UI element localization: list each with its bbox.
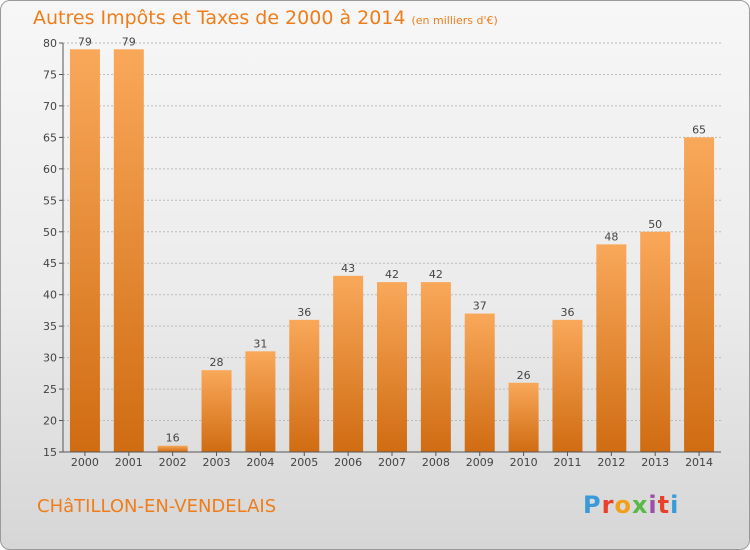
y-tick-label: 30 bbox=[43, 352, 57, 365]
data-label-2002: 16 bbox=[166, 432, 180, 445]
y-tick-label: 60 bbox=[43, 163, 57, 176]
bar-2009 bbox=[464, 313, 495, 452]
chart-subtitle: (en milliers d'€) bbox=[411, 14, 498, 27]
logo-letter: r bbox=[601, 491, 615, 519]
data-label-2008: 42 bbox=[429, 268, 443, 281]
x-tick-label-2011: 2011 bbox=[553, 456, 581, 469]
logo-letter: i bbox=[670, 491, 680, 519]
bar-2011 bbox=[552, 319, 583, 452]
bar-2007 bbox=[377, 282, 407, 452]
data-label-2003: 28 bbox=[210, 356, 224, 369]
bar-2010 bbox=[508, 382, 539, 452]
y-tick-label: 70 bbox=[43, 100, 57, 113]
y-tick-label: 35 bbox=[43, 320, 57, 333]
y-tick-label: 80 bbox=[43, 37, 57, 50]
y-tick-label: 55 bbox=[43, 194, 57, 207]
data-label-2013: 50 bbox=[648, 218, 662, 231]
x-tick-label-2002: 2002 bbox=[159, 456, 187, 469]
x-tick-label-2005: 2005 bbox=[290, 456, 318, 469]
x-tick-label-2004: 2004 bbox=[246, 456, 274, 469]
data-label-2011: 36 bbox=[560, 306, 574, 319]
x-tick-label-2001: 2001 bbox=[115, 456, 143, 469]
logo-letter: P bbox=[583, 491, 602, 519]
y-tick-label: 20 bbox=[43, 415, 57, 428]
data-label-2000: 79 bbox=[78, 35, 92, 48]
x-tick-label-2010: 2010 bbox=[510, 456, 538, 469]
x-tick-label-2012: 2012 bbox=[597, 456, 625, 469]
y-tick-label: 65 bbox=[43, 131, 57, 144]
bar-2003 bbox=[201, 370, 232, 452]
chart-title: Autres Impôts et Taxes de 2000 à 2014 (en… bbox=[33, 7, 498, 29]
data-label-2010: 26 bbox=[517, 369, 531, 382]
proxiti-logo: Proxiti bbox=[583, 491, 679, 519]
logo-letter: t bbox=[657, 491, 671, 519]
data-label-2009: 37 bbox=[473, 300, 487, 313]
data-label-2005: 36 bbox=[297, 306, 311, 319]
x-tick-label-2000: 2000 bbox=[71, 456, 99, 469]
data-label-2004: 31 bbox=[253, 337, 267, 350]
x-tick-label-2003: 2003 bbox=[203, 456, 231, 469]
commune-name: CHâTILLON-EN-VENDELAIS bbox=[37, 496, 277, 517]
bar-2001 bbox=[113, 49, 144, 453]
bar-2005 bbox=[289, 319, 320, 452]
data-label-2001: 79 bbox=[122, 35, 136, 48]
data-label-2006: 43 bbox=[341, 262, 355, 275]
y-tick-label: 15 bbox=[43, 446, 57, 459]
x-tick-label-2013: 2013 bbox=[641, 456, 669, 469]
x-tick-label-2008: 2008 bbox=[422, 456, 450, 469]
bar-2000 bbox=[69, 49, 100, 453]
bar-2013 bbox=[640, 231, 671, 452]
logo-letter: o bbox=[614, 491, 632, 519]
y-tick-label: 75 bbox=[43, 68, 57, 81]
data-labels: 79 79 16 28 31 36 43 42 42 37 26 36 48 50 65 bbox=[78, 35, 706, 444]
data-label-2012: 48 bbox=[604, 230, 618, 243]
x-tick-label-2007: 2007 bbox=[378, 456, 406, 469]
y-tick-label: 50 bbox=[43, 226, 57, 239]
bar-2004 bbox=[245, 351, 276, 452]
bar-2002 bbox=[157, 445, 188, 452]
data-label-2014: 65 bbox=[692, 123, 706, 136]
y-tick-label: 40 bbox=[43, 289, 57, 302]
data-label-2007: 42 bbox=[385, 268, 399, 281]
bar-2006 bbox=[333, 275, 364, 452]
logo-letter: x bbox=[631, 491, 649, 519]
y-tick-label: 45 bbox=[43, 257, 57, 270]
bar-2008 bbox=[420, 282, 451, 452]
bars bbox=[69, 49, 715, 453]
logo-letter: i bbox=[648, 491, 658, 519]
axes: 15 20 25 30 35 40 45 50 55 60 65 70 75 80 2000 2001 2002… bbox=[43, 37, 721, 469]
x-tick-label-2014: 2014 bbox=[685, 456, 713, 469]
x-tick-label-2006: 2006 bbox=[334, 456, 362, 469]
x-tick-label-2009: 2009 bbox=[466, 456, 494, 469]
y-tick-label: 25 bbox=[43, 383, 57, 396]
bar-2014 bbox=[684, 137, 715, 452]
chart-title-text: Autres Impôts et Taxes de 2000 à 2014 bbox=[33, 7, 406, 29]
bar-2012 bbox=[596, 244, 627, 452]
